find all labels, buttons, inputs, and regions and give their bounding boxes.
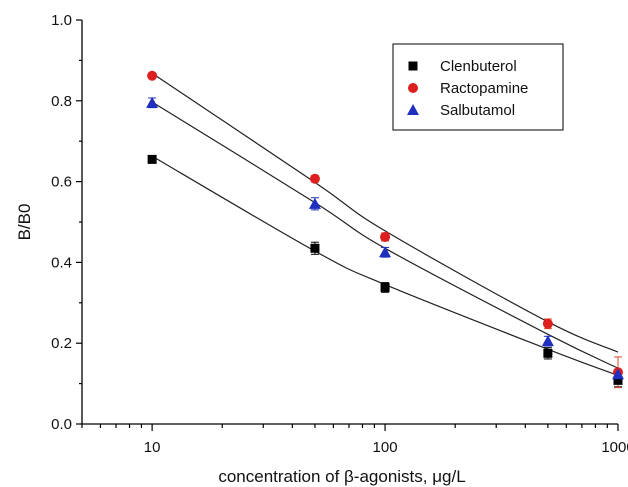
legend-marker-clenbuterol — [408, 61, 418, 71]
point-clenbuterol — [380, 282, 390, 292]
point-clenbuterol — [310, 243, 320, 253]
y-ticks: 0.0 0.2 0.4 0.6 0.8 1.0 — [51, 12, 82, 433]
y-tick-label: 0.8 — [51, 93, 72, 110]
point-salbutamol — [541, 335, 554, 347]
point-clenbuterol — [613, 375, 623, 385]
legend-marker-salbutamol — [407, 104, 419, 115]
point-ractopamine — [542, 318, 553, 329]
legend-label-salbutamol: Salbutamol — [440, 102, 515, 119]
legend-marker-ractopamine — [408, 83, 418, 93]
point-ractopamine — [309, 173, 320, 184]
x-tick-label: 1000 — [601, 439, 628, 456]
point-clenbuterol — [147, 154, 157, 164]
y-tick-label: 0.6 — [51, 174, 72, 191]
point-ractopamine — [147, 70, 158, 81]
x-axis-title: concentration of β-agonists, μg/L — [218, 467, 465, 486]
y-axis-title: B/B0 — [15, 204, 34, 241]
x-tick-label: 10 — [144, 439, 161, 456]
point-salbutamol — [146, 96, 159, 108]
data-points — [146, 70, 624, 385]
y-tick-label: 1.0 — [51, 12, 72, 29]
point-salbutamol — [308, 197, 321, 209]
point-salbutamol — [379, 246, 392, 258]
x-tick-label: 100 — [373, 439, 398, 456]
y-tick-label: 0.2 — [51, 335, 72, 352]
x-ticks: 10 100 1000 — [81, 424, 628, 456]
y-tick-label: 0.0 — [51, 416, 72, 433]
legend-box — [392, 43, 564, 131]
point-ractopamine — [380, 231, 391, 242]
y-tick-label: 0.4 — [51, 254, 72, 271]
point-clenbuterol — [543, 348, 553, 358]
legend: Clenbuterol Ractopamine Salbutamol — [392, 43, 564, 131]
legend-label-clenbuterol: Clenbuterol — [440, 58, 517, 75]
point-salbutamol — [612, 368, 624, 380]
legend-label-ractopamine: Ractopamine — [440, 80, 528, 97]
fit-curve-ractopamine — [151, 72, 619, 353]
